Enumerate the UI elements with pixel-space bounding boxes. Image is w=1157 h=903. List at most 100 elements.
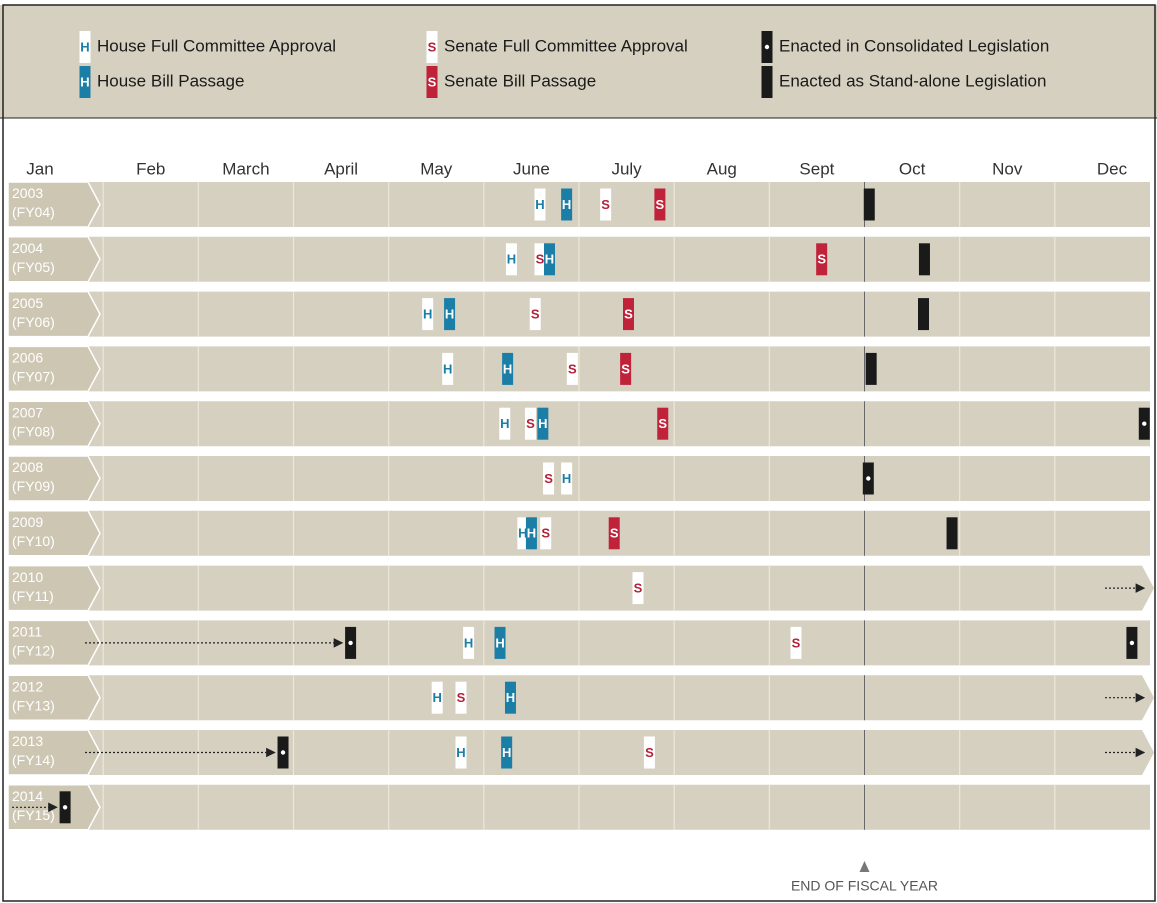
marker-dot	[280, 750, 286, 755]
fy-label: (FY13)	[12, 697, 55, 713]
event-marker	[517, 517, 529, 550]
event-marker	[816, 243, 828, 276]
event-marker	[529, 298, 541, 331]
fiscal-year-arrow	[859, 861, 870, 872]
marker-letter: H	[443, 361, 452, 376]
legend-label: Enacted in Consolidated Legislation	[779, 36, 1049, 55]
marker-letter: S	[428, 39, 437, 54]
fy-label: (FY05)	[12, 259, 55, 275]
row-band	[8, 730, 1154, 775]
event-marker	[918, 298, 930, 331]
fy-label: (FY07)	[12, 369, 55, 385]
legend-label: Senate Bill Passage	[444, 71, 596, 90]
year-label: 2013	[12, 733, 43, 749]
fy-label: (FY10)	[12, 533, 55, 549]
year-chevron	[7, 619, 101, 667]
fiscal-year-label: END OF FISCAL YEAR	[791, 878, 938, 894]
event-marker	[444, 298, 456, 331]
year-chevron	[7, 400, 101, 447]
event-marker	[463, 626, 475, 659]
year-label: 2010	[12, 569, 43, 585]
event-marker	[442, 352, 454, 385]
marker-letter: H	[535, 197, 544, 212]
year-chevron	[7, 674, 101, 721]
year-label: 2003	[12, 185, 43, 201]
event-marker	[502, 352, 514, 385]
event-marker	[79, 66, 91, 98]
month-label: June	[513, 159, 550, 178]
marker-letter: H	[527, 526, 536, 541]
month-label: Jan	[26, 159, 53, 178]
event-marker	[918, 243, 930, 276]
legend-label: Enacted as Stand-alone Legislation	[779, 71, 1046, 90]
event-marker	[657, 407, 669, 440]
marker-letter: S	[428, 74, 437, 89]
month-label: May	[420, 159, 453, 178]
event-marker	[608, 517, 620, 550]
event-marker	[534, 188, 546, 221]
event-marker	[632, 572, 644, 605]
event-marker	[561, 462, 573, 495]
event-marker	[426, 31, 438, 63]
marker-letter: S	[531, 307, 540, 322]
event-marker	[537, 407, 549, 440]
row-band	[8, 565, 1154, 611]
marker-letter: S	[544, 471, 553, 486]
year-chevron	[7, 345, 101, 393]
event-marker	[643, 736, 655, 769]
year-chevron	[7, 510, 101, 557]
fy-label: (FY15)	[12, 807, 55, 823]
marker-letter: S	[610, 526, 619, 541]
event-marker	[620, 352, 632, 385]
marker-letter: H	[545, 252, 554, 267]
fy-label: (FY12)	[12, 643, 55, 659]
event-marker	[863, 188, 875, 221]
fy-label: (FY04)	[12, 204, 55, 220]
event-marker	[790, 626, 802, 659]
legend: H House Full Committee Approval H House Bil…	[79, 31, 1049, 98]
event-marker	[534, 243, 546, 276]
event-marker	[946, 517, 958, 550]
event-marker	[79, 31, 91, 63]
event-marker	[543, 462, 555, 495]
event-marker	[501, 736, 513, 769]
event-marker	[504, 681, 516, 714]
event-marker	[455, 736, 467, 769]
marker-letter: H	[445, 307, 454, 322]
marker-letter: H	[562, 471, 571, 486]
year-label: 2011	[12, 624, 42, 640]
marker-letter: H	[506, 690, 515, 705]
marker-letter: S	[457, 690, 466, 705]
marker-letter: S	[645, 745, 654, 760]
marker-letter: S	[621, 361, 630, 376]
marker-letter: H	[562, 197, 571, 212]
marker-letter: S	[601, 197, 610, 212]
month-label: Oct	[899, 159, 926, 178]
event-marker	[566, 352, 578, 385]
marker-letter: S	[792, 635, 801, 650]
marker-letter: S	[624, 307, 633, 322]
legend-label: House Full Committee Approval	[97, 36, 336, 55]
marker-letter: S	[568, 361, 577, 376]
year-chevron	[7, 455, 101, 502]
event-marker	[561, 188, 573, 221]
month-label: April	[324, 159, 358, 178]
marker-dot	[866, 476, 871, 481]
event-marker	[494, 626, 506, 659]
marker-letter: H	[503, 361, 512, 376]
event-marker	[865, 352, 877, 385]
marker-letter: S	[656, 197, 665, 212]
legend-background	[0, 5, 1157, 118]
marker-letter: H	[507, 252, 516, 267]
event-marker	[499, 407, 511, 440]
year-label: 2006	[12, 350, 43, 366]
marker-letter: H	[80, 74, 89, 89]
month-label: Aug	[707, 159, 737, 178]
event-marker	[426, 66, 438, 98]
month-label: July	[611, 159, 642, 178]
event-marker	[761, 66, 773, 98]
event-marker	[600, 188, 612, 221]
event-marker	[654, 188, 666, 221]
event-marker	[525, 517, 537, 550]
